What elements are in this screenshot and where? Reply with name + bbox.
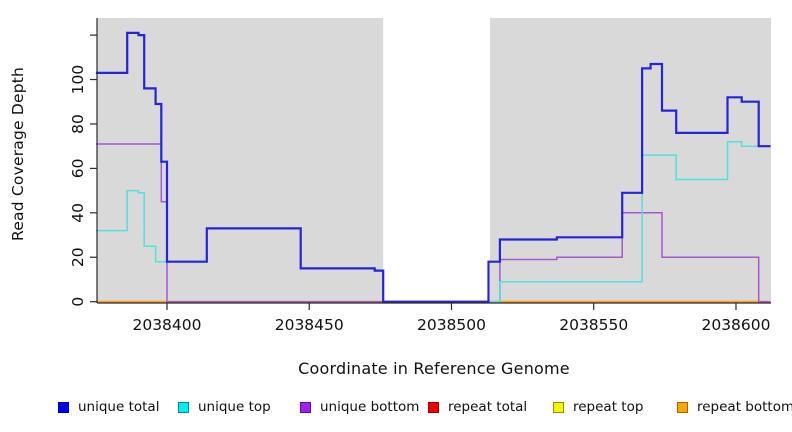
legend-swatch-icon bbox=[553, 401, 564, 413]
legend-item-unique-top: unique top bbox=[178, 398, 271, 416]
y-tick-label: 40 bbox=[69, 203, 87, 223]
legend-swatch-icon bbox=[300, 401, 311, 413]
x-tick-label: 2038600 bbox=[701, 316, 770, 334]
y-tick-label: 20 bbox=[69, 247, 87, 267]
y-tick-label: 60 bbox=[69, 159, 87, 179]
series-unique-total bbox=[95, 31, 771, 303]
legend-label: repeat top bbox=[573, 399, 644, 415]
y-axis-title: Read Coverage Depth bbox=[9, 66, 27, 241]
x-axis-title: Coordinate in Reference Genome bbox=[298, 359, 570, 378]
legend-label: repeat bottom bbox=[697, 399, 792, 415]
legend-label: unique bottom bbox=[320, 399, 420, 415]
legend-label: repeat total bbox=[448, 399, 528, 415]
x-tick-label: 2038450 bbox=[275, 316, 344, 334]
legend-label: unique total bbox=[78, 399, 160, 415]
legend-swatch-icon bbox=[428, 401, 439, 413]
chart-legend: unique total unique top unique bottom repea… bbox=[0, 398, 792, 422]
legend-item-repeat-top: repeat top bbox=[553, 398, 643, 416]
legend-swatch-icon bbox=[677, 401, 688, 413]
x-tick-label: 2038550 bbox=[559, 316, 628, 334]
series-unique-bottom bbox=[95, 143, 771, 303]
legend-swatch-icon bbox=[178, 401, 189, 413]
legend-label: unique top bbox=[198, 399, 271, 415]
legend-item-repeat-total: repeat total bbox=[428, 398, 527, 416]
legend-item-unique-bottom: unique bottom bbox=[300, 398, 419, 416]
legend-swatch-icon bbox=[58, 401, 69, 413]
legend-item-unique-total: unique total bbox=[58, 398, 159, 416]
legend-item-repeat-bottom: repeat bottom bbox=[677, 398, 792, 416]
y-tick-label: 80 bbox=[69, 114, 87, 134]
x-tick-label: 2038500 bbox=[417, 316, 486, 334]
x-tick-label: 2038400 bbox=[132, 316, 201, 334]
masked-region bbox=[383, 17, 490, 302]
y-tick-label: 100 bbox=[69, 65, 87, 95]
y-tick-label: 0 bbox=[69, 297, 87, 307]
